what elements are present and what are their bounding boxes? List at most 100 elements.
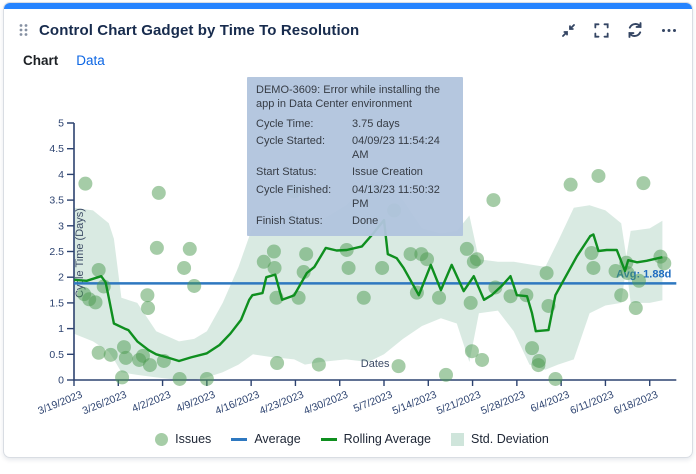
legend-item-rolling-average[interactable]: Rolling Average <box>320 432 431 446</box>
issue-point[interactable] <box>296 265 311 280</box>
issue-point[interactable] <box>341 260 356 275</box>
issue-point[interactable] <box>475 352 490 367</box>
issue-point[interactable] <box>140 288 155 303</box>
issue-point[interactable] <box>539 266 554 281</box>
issue-point[interactable] <box>486 193 501 208</box>
tooltip-row-value: Issue Creation <box>352 166 423 179</box>
tooltip-issue-title: DEMO-3609: Error while installing the ap… <box>256 84 441 111</box>
issue-point[interactable] <box>116 340 131 355</box>
issue-point[interactable] <box>469 252 484 267</box>
issue-point[interactable] <box>199 371 214 386</box>
issue-point[interactable] <box>91 263 106 278</box>
issue-point[interactable] <box>149 240 164 255</box>
drag-handle-icon[interactable] <box>18 22 29 38</box>
svg-text:5/21/2023: 5/21/2023 <box>435 389 483 418</box>
refresh-icon[interactable] <box>626 21 644 39</box>
issue-point[interactable] <box>420 252 435 267</box>
svg-text:4/2/2023: 4/2/2023 <box>130 389 173 415</box>
issue-point[interactable] <box>591 168 606 183</box>
issue-point[interactable] <box>187 278 202 293</box>
issue-point[interactable] <box>118 350 133 365</box>
chart-legend: Issues Average Rolling Average Std. Deviati… <box>4 427 692 451</box>
issue-point[interactable] <box>586 260 601 275</box>
svg-text:3/26/2023: 3/26/2023 <box>81 389 129 418</box>
issue-point[interactable] <box>503 289 518 304</box>
issue-point[interactable] <box>403 247 418 262</box>
tooltip-row: Cycle Started: 04/09/23 11:54:24 AM <box>256 134 454 163</box>
issue-point[interactable] <box>356 290 371 305</box>
issue-point[interactable] <box>91 345 106 360</box>
legend-label: Issues <box>175 432 212 446</box>
tooltip-row-value: Done <box>352 215 379 228</box>
issue-point[interactable] <box>256 254 271 269</box>
svg-text:4/23/2023: 4/23/2023 <box>258 389 306 418</box>
tooltip-row: Finish Status: Done <box>256 214 454 228</box>
svg-text:4/16/2023: 4/16/2023 <box>213 389 261 418</box>
svg-text:1: 1 <box>58 323 64 335</box>
issue-point[interactable] <box>172 371 187 386</box>
issue-point[interactable] <box>141 301 156 316</box>
issue-point[interactable] <box>584 246 599 261</box>
issue-point[interactable] <box>391 359 406 374</box>
legend-item-issues[interactable]: Issues <box>155 432 211 446</box>
control-chart[interactable]: 0 0.5 1 1.5 2 2.5 3 3.5 4 4.5 5 3/19/2023 3/26/2023 4… <box>4 103 692 443</box>
issue-point[interactable] <box>488 280 503 295</box>
svg-text:5/28/2023: 5/28/2023 <box>479 389 527 418</box>
tooltip-row: Cycle Time: 3.75 days <box>256 117 454 131</box>
tooltip-row-label: Cycle Started: <box>256 134 326 147</box>
legend-marker <box>451 432 464 446</box>
svg-text:1.5: 1.5 <box>49 297 64 309</box>
issue-point[interactable] <box>563 177 578 192</box>
svg-text:0: 0 <box>58 375 64 387</box>
issue-point[interactable] <box>438 367 453 382</box>
more-icon[interactable] <box>660 22 678 39</box>
issue-point[interactable] <box>631 273 646 288</box>
issue-point[interactable] <box>614 288 629 303</box>
issue-point[interactable] <box>464 344 479 359</box>
issue-point[interactable] <box>311 357 326 372</box>
x-axis-title: Dates <box>361 358 390 370</box>
issue-point[interactable] <box>299 247 314 262</box>
issue-point[interactable] <box>266 244 281 259</box>
tab-chart[interactable]: Chart <box>23 53 59 68</box>
y-axis-title: Cycle Time (Days) <box>74 208 86 298</box>
issue-point[interactable] <box>267 260 282 275</box>
issue-point[interactable] <box>608 264 623 279</box>
issue-point[interactable] <box>657 256 672 271</box>
issue-point[interactable] <box>142 358 157 373</box>
issue-point[interactable] <box>531 353 546 368</box>
issue-point[interactable] <box>115 370 130 385</box>
issue-point[interactable] <box>628 301 643 316</box>
issue-point[interactable] <box>291 290 306 305</box>
svg-text:5/14/2023: 5/14/2023 <box>391 389 439 418</box>
issue-point[interactable] <box>270 356 285 371</box>
issue-point[interactable] <box>432 290 447 305</box>
svg-text:6/18/2023: 6/18/2023 <box>612 389 660 418</box>
issue-point[interactable] <box>78 176 93 191</box>
collapse-icon[interactable] <box>560 22 577 39</box>
issue-point[interactable] <box>548 371 563 386</box>
svg-text:3.5: 3.5 <box>49 195 64 207</box>
legend-marker <box>155 432 169 446</box>
issue-point[interactable] <box>103 347 118 362</box>
legend-item-std-deviation[interactable]: Std. Deviation <box>451 432 549 446</box>
svg-text:6/11/2023: 6/11/2023 <box>568 389 615 417</box>
issue-point[interactable] <box>525 341 540 356</box>
control-chart-gadget-card: Control Chart Gadget by Time To Resoluti… <box>3 2 693 458</box>
issue-point[interactable] <box>177 260 192 275</box>
legend-item-average[interactable]: Average <box>231 432 301 446</box>
issue-point[interactable] <box>151 185 166 200</box>
legend-label: Std. Deviation <box>471 432 549 446</box>
fullscreen-icon[interactable] <box>593 22 610 39</box>
issue-point[interactable] <box>182 241 197 256</box>
tab-data[interactable]: Data <box>76 53 105 68</box>
tooltip-row-label: Start Status: <box>256 166 317 179</box>
issue-point[interactable] <box>459 241 474 256</box>
tooltip-row-label: Cycle Time: <box>256 117 314 130</box>
issue-point[interactable] <box>463 295 478 310</box>
svg-text:4/30/2023: 4/30/2023 <box>302 389 350 418</box>
issue-point[interactable] <box>88 295 103 310</box>
issue-point[interactable] <box>375 260 390 275</box>
issue-point[interactable] <box>636 176 651 191</box>
